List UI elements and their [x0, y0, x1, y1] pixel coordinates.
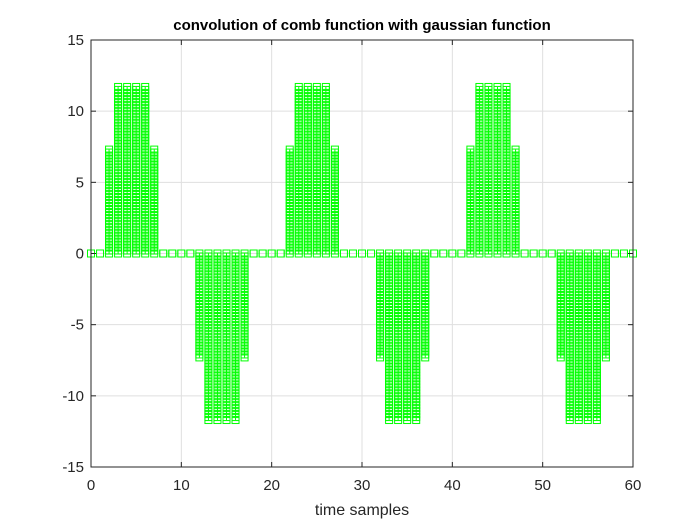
stem-marker [466, 145, 475, 154]
stem-marker [195, 353, 204, 362]
stem-marker [583, 416, 592, 425]
stem-marker [529, 249, 538, 258]
stem-marker [421, 353, 430, 362]
y-tick-label: -15 [62, 459, 84, 476]
axes-ticks: 0 10 20 30 40 50 60 -15 -10 -5 0 5 10 15 [62, 32, 641, 494]
stem-marker [376, 353, 385, 362]
stem-marker [186, 249, 195, 258]
y-tick-label: 10 [67, 103, 84, 120]
stem-marker [502, 82, 511, 91]
stem-marker [394, 416, 403, 425]
stem-marker [168, 249, 177, 258]
stem-marker [222, 416, 231, 425]
stem-marker [601, 353, 610, 362]
stem-marker [303, 82, 312, 91]
y-tick-label: 0 [76, 246, 84, 263]
stem-marker [231, 416, 240, 425]
grid [91, 40, 633, 467]
y-tick-label: 5 [76, 174, 84, 191]
stem-series [87, 82, 637, 425]
stem-marker [385, 416, 394, 425]
stem-marker [321, 82, 330, 91]
stem-marker [538, 249, 547, 258]
stem-marker [358, 249, 366, 258]
stem-marker [547, 249, 556, 258]
data-series [87, 82, 637, 425]
x-axis-label: time samples [315, 502, 409, 519]
stem-marker [159, 249, 168, 258]
stem-marker [312, 82, 321, 91]
stem-marker [204, 416, 213, 425]
y-tick-label: 15 [67, 32, 84, 49]
stem-marker [565, 416, 574, 425]
y-tick-label: -10 [62, 388, 84, 405]
chart-title: convolution of comb function with gaussi… [173, 17, 550, 34]
stem-marker [493, 82, 502, 91]
x-tick-label: 10 [173, 477, 190, 494]
stem-marker [475, 82, 484, 91]
stem-marker [330, 145, 339, 154]
stem-marker [511, 145, 520, 154]
stem-marker [430, 249, 439, 258]
stem-marker [592, 416, 601, 425]
stem-marker [150, 145, 159, 154]
stem-marker [403, 416, 412, 425]
stem-marker [610, 249, 619, 258]
stem-marker [484, 82, 493, 91]
stem-marker [276, 249, 285, 258]
stem-marker [114, 82, 123, 91]
x-tick-label: 40 [444, 477, 461, 494]
stem-marker [348, 249, 357, 258]
x-tick-label: 30 [354, 477, 371, 494]
stem-marker [285, 145, 294, 154]
stem-marker [96, 249, 105, 258]
stem-marker [249, 249, 258, 258]
stem-marker [439, 249, 448, 258]
stem-marker [574, 416, 583, 425]
stem-marker [213, 416, 222, 425]
stem-marker [267, 249, 276, 258]
stem-marker [448, 249, 457, 258]
x-tick-label: 0 [87, 477, 95, 494]
stem-marker [294, 82, 303, 91]
stem-marker [367, 249, 376, 258]
stem-marker [141, 82, 150, 91]
stem-marker [105, 145, 114, 154]
stem-marker [339, 249, 348, 258]
stem-marker [520, 249, 529, 258]
stem-marker [132, 82, 141, 91]
x-tick-label: 20 [263, 477, 280, 494]
y-tick-label: -5 [71, 317, 84, 334]
x-tick-label: 50 [534, 477, 551, 494]
x-tick-label: 60 [625, 477, 642, 494]
stem-marker [457, 249, 466, 258]
stem-marker [258, 249, 267, 258]
stem-marker [177, 249, 186, 258]
stem-marker [556, 353, 565, 362]
stem-marker [412, 416, 421, 425]
stem-marker [619, 249, 628, 258]
stem-marker [123, 82, 132, 91]
stem-marker [240, 353, 249, 362]
